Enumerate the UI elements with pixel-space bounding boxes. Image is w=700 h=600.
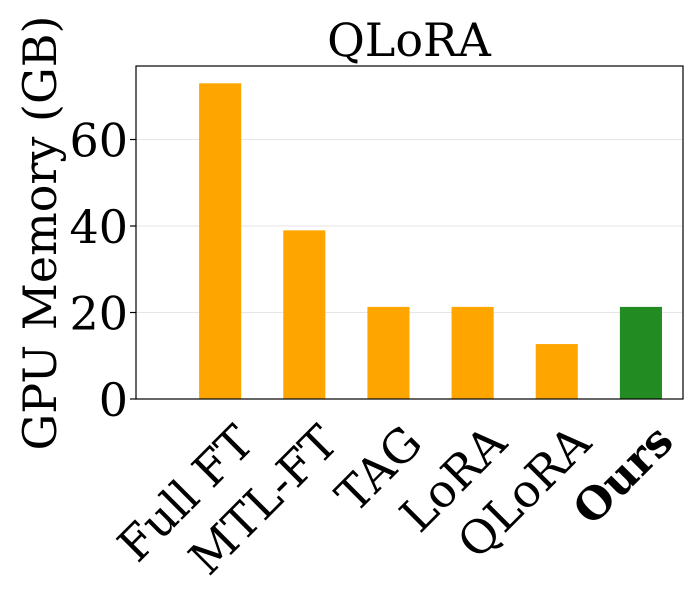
y-tick-label: 60: [69, 114, 128, 168]
y-tick-label: 0: [99, 373, 128, 427]
y-tick-label: 40: [69, 200, 128, 254]
bar-full-ft: [199, 83, 242, 399]
bar-ours: [619, 306, 662, 399]
bar-tag: [367, 306, 410, 399]
y-ticks: 0 20 40 60: [69, 114, 136, 427]
x-tick-label: Ours: [564, 415, 684, 535]
y-tick-label: 20: [69, 287, 128, 341]
bar-mtl-ft: [283, 230, 326, 399]
bars: [199, 83, 662, 399]
chart-title: QLoRA: [327, 13, 492, 67]
plot-frame: [135, 65, 684, 400]
y-axis-label: GPU Memory (GB): [13, 16, 67, 451]
bar-qlora: [535, 344, 578, 399]
bar-lora: [451, 306, 494, 399]
